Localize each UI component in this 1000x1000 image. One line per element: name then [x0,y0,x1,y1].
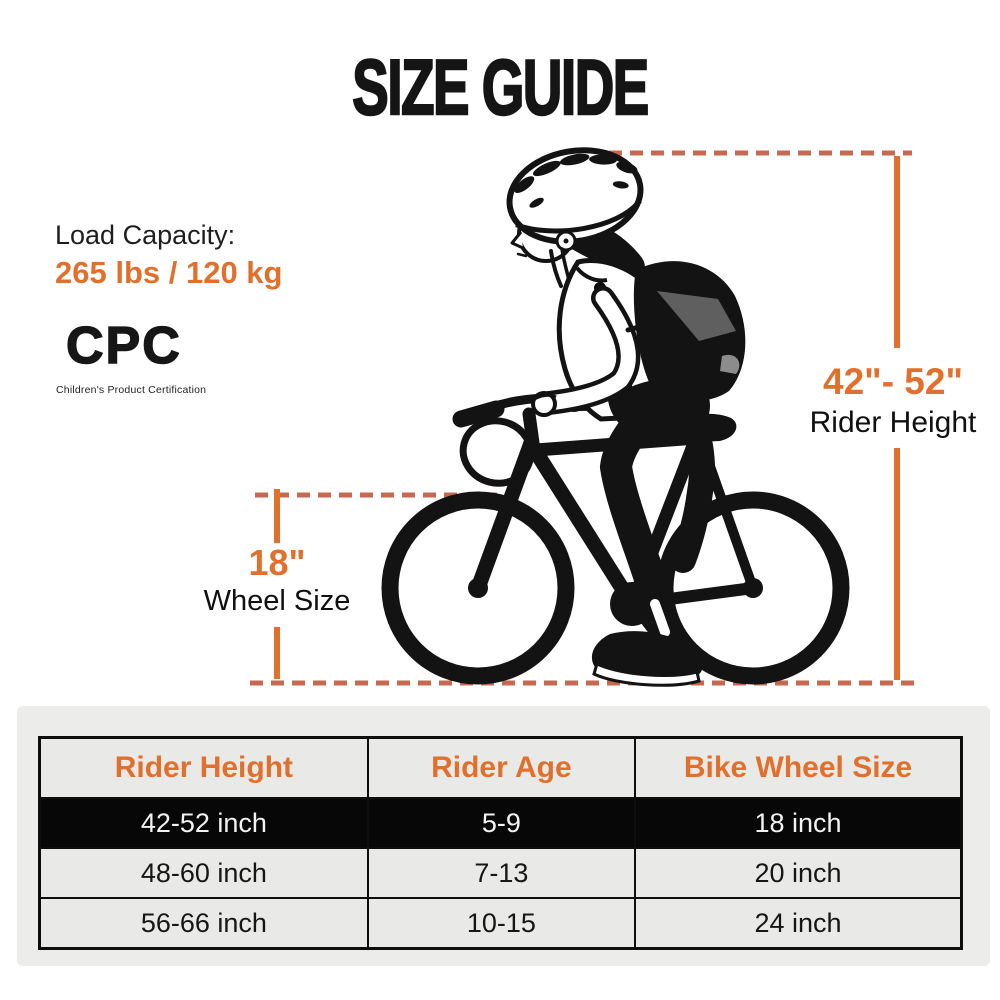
left-grip [452,400,505,428]
size-table: Rider Height Rider Age Bike Wheel Size 4… [38,736,963,950]
wheel-size-dimension: 18" Wheel Size [177,543,377,617]
near-leg [599,384,675,624]
sock [650,599,670,637]
sneaker-sole [592,661,701,687]
rider-height-dimension: 42"- 52" Rider Height [788,361,998,439]
cpc-certification-subtitle: Children's Product Certification [56,384,207,396]
cell-rider-height: 56-66 inch [38,897,369,950]
cell-rider-height: 42-52 inch [38,797,369,849]
wheel-size-label: Wheel Size [203,584,351,617]
cell-wheel-size: 20 inch [634,847,963,899]
cell-rider-height: 48-60 inch [38,847,369,899]
header-rider-height: Rider Height [38,736,369,799]
cell-wheel-size: 18 inch [634,797,963,849]
table-row: 56-66 inch 10-15 24 inch [38,897,963,950]
table-row: 48-60 inch 7-13 20 inch [38,847,963,899]
wheel-size-value: 18" [248,542,306,583]
chin-strap [549,247,571,288]
header-bike-wheel-size: Bike Wheel Size [634,736,963,799]
load-capacity-label: Load Capacity: [55,220,236,250]
front-wheel [381,491,575,685]
cell-rider-age: 10-15 [366,897,637,950]
page-title-text: SIZE GUIDE [351,43,650,131]
table-header-row: Rider Height Rider Age Bike Wheel Size [38,736,963,799]
cell-rider-age: 5-9 [366,797,637,849]
rider-graphic [506,147,746,687]
table-row: 42-52 inch 5-9 18 inch [38,797,963,849]
cell-rider-age: 7-13 [366,847,637,899]
sneaker [591,631,703,682]
rider-height-label: Rider Height [809,405,977,439]
cpc-certification-mark: CPC [65,316,182,376]
cell-wheel-size: 24 inch [634,897,963,950]
header-rider-age: Rider Age [366,736,637,799]
nose [510,231,524,250]
rider-height-value: 42"- 52" [823,361,963,402]
load-capacity-value: 265 lbs / 120 kg [55,255,283,290]
helmet [506,147,644,245]
size-table-panel: Rider Height Rider Age Bike Wheel Size 4… [17,706,990,966]
page-title: SIZE GUIDE [0,43,1000,131]
